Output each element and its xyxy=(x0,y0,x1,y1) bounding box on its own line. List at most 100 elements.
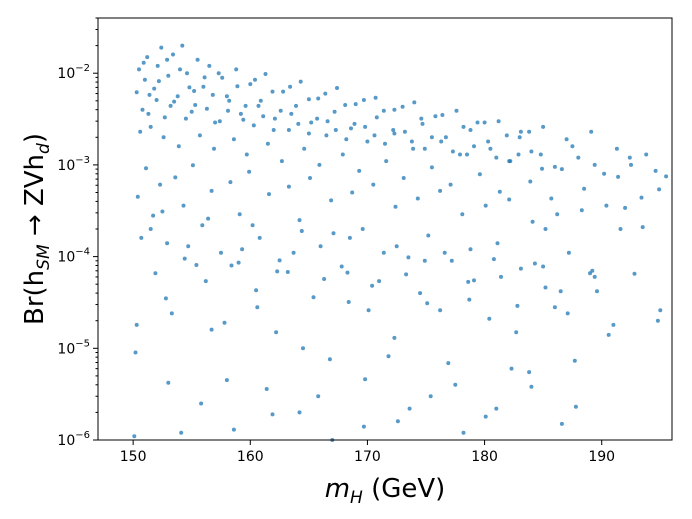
data-point xyxy=(224,378,229,383)
data-point xyxy=(206,216,211,221)
data-point xyxy=(166,73,171,78)
data-point xyxy=(296,121,301,126)
data-point xyxy=(488,146,493,151)
data-point xyxy=(254,288,259,293)
data-point xyxy=(209,327,214,332)
data-point xyxy=(552,305,557,310)
data-point xyxy=(629,162,633,167)
data-point xyxy=(168,103,173,108)
data-point xyxy=(229,263,234,268)
data-point xyxy=(140,107,145,112)
data-point xyxy=(363,124,368,129)
data-point xyxy=(306,97,311,102)
data-point xyxy=(248,82,253,87)
data-point xyxy=(165,241,170,246)
data-point xyxy=(504,133,509,138)
data-point xyxy=(256,103,261,108)
data-point xyxy=(302,146,307,151)
data-point xyxy=(182,256,187,261)
data-point xyxy=(518,266,523,271)
data-point xyxy=(407,406,412,411)
data-point xyxy=(343,103,348,107)
data-point xyxy=(135,194,140,199)
data-point xyxy=(291,250,296,255)
data-point xyxy=(604,203,609,208)
data-point xyxy=(203,279,208,284)
data-point xyxy=(137,67,141,72)
data-point xyxy=(486,139,491,144)
data-point xyxy=(497,189,502,194)
data-point xyxy=(507,197,512,202)
data-point xyxy=(222,320,227,325)
data-point xyxy=(419,116,424,121)
data-point xyxy=(582,186,587,191)
data-point xyxy=(446,361,451,366)
data-point xyxy=(146,111,151,116)
data-point xyxy=(294,103,298,108)
data-point xyxy=(231,427,236,432)
data-point xyxy=(329,198,334,203)
y-tick-label: 10−5 xyxy=(57,338,90,357)
data-point xyxy=(171,52,175,57)
data-point xyxy=(540,166,544,171)
data-point xyxy=(158,182,163,187)
data-point xyxy=(527,129,532,134)
data-point xyxy=(494,155,499,160)
data-point xyxy=(160,209,165,214)
data-point xyxy=(286,184,291,189)
data-point xyxy=(190,163,195,168)
data-point xyxy=(477,172,482,177)
data-point xyxy=(466,279,471,284)
data-point xyxy=(363,377,368,382)
data-point xyxy=(384,159,389,164)
data-point xyxy=(627,155,632,160)
data-point xyxy=(573,404,578,409)
data-point xyxy=(482,120,487,125)
data-point xyxy=(404,272,409,277)
data-point xyxy=(154,98,159,102)
data-point xyxy=(297,218,302,223)
data-point xyxy=(132,434,137,439)
data-point xyxy=(332,109,337,114)
data-point xyxy=(657,187,662,192)
data-point xyxy=(179,430,184,435)
data-point xyxy=(632,271,637,276)
data-point xyxy=(381,250,386,255)
data-point xyxy=(301,346,305,351)
data-point xyxy=(139,235,144,240)
data-point xyxy=(572,358,577,363)
data-point xyxy=(148,227,153,231)
data-point xyxy=(189,109,194,114)
data-point xyxy=(194,263,199,267)
data-point xyxy=(425,301,430,306)
data-point xyxy=(391,128,396,132)
x-tick-label: 170 xyxy=(354,449,381,465)
data-point xyxy=(640,225,645,230)
data-point xyxy=(409,139,414,144)
data-point xyxy=(322,277,327,281)
data-point xyxy=(185,71,189,76)
data-point xyxy=(418,291,423,296)
data-point xyxy=(555,212,560,217)
data-point xyxy=(227,98,232,103)
data-point xyxy=(439,139,444,144)
data-point xyxy=(529,149,534,154)
data-point xyxy=(318,244,323,249)
data-point xyxy=(193,103,198,107)
data-point xyxy=(371,182,376,187)
data-point xyxy=(527,370,532,375)
data-point xyxy=(392,107,397,112)
data-point xyxy=(442,250,447,255)
data-point xyxy=(360,227,365,231)
data-point xyxy=(350,190,355,195)
data-point xyxy=(465,152,469,157)
data-point xyxy=(213,120,218,125)
data-point xyxy=(372,133,377,138)
data-point xyxy=(264,387,269,391)
data-point xyxy=(309,120,314,125)
data-point xyxy=(517,135,522,140)
data-point xyxy=(453,382,458,387)
data-point xyxy=(281,89,286,94)
data-point xyxy=(347,235,352,240)
data-point xyxy=(289,111,294,116)
